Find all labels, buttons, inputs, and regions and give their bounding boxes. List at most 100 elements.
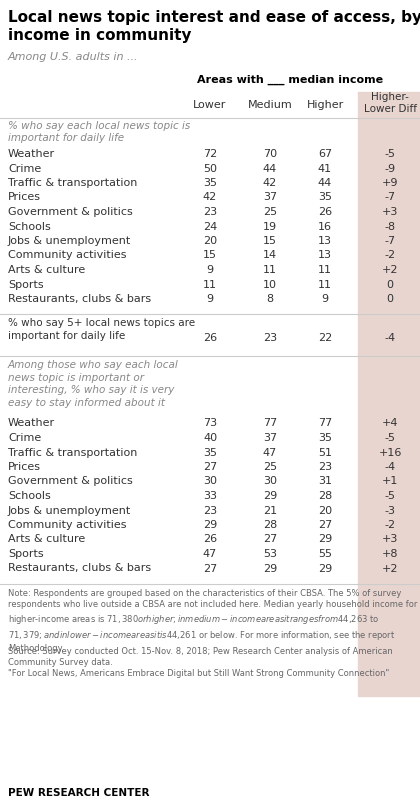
Text: 27: 27 — [318, 520, 332, 530]
Text: Community activities: Community activities — [8, 251, 126, 260]
Text: Higher-
Lower Diff: Higher- Lower Diff — [363, 92, 417, 114]
Text: 70: 70 — [263, 149, 277, 159]
Text: -9: -9 — [384, 164, 396, 173]
Text: 16: 16 — [318, 222, 332, 231]
Text: 23: 23 — [263, 333, 277, 343]
Text: 40: 40 — [203, 433, 217, 443]
Text: 51: 51 — [318, 447, 332, 458]
Text: -2: -2 — [384, 520, 396, 530]
Text: Schools: Schools — [8, 222, 51, 231]
Text: 33: 33 — [203, 491, 217, 501]
Text: 44: 44 — [318, 178, 332, 188]
Text: 55: 55 — [318, 549, 332, 559]
Text: 29: 29 — [263, 491, 277, 501]
Text: 35: 35 — [318, 433, 332, 443]
Text: 77: 77 — [263, 418, 277, 429]
Text: Government & politics: Government & politics — [8, 207, 133, 217]
Text: -7: -7 — [384, 236, 396, 246]
Text: 22: 22 — [318, 333, 332, 343]
Text: 23: 23 — [203, 505, 217, 516]
Text: Local news topic interest and ease of access, by median
income in community: Local news topic interest and ease of ac… — [8, 10, 420, 43]
Text: 29: 29 — [318, 563, 332, 574]
Text: Schools: Schools — [8, 491, 51, 501]
Text: Source: Survey conducted Oct. 15-Nov. 8, 2018; Pew Research Center analysis of A: Source: Survey conducted Oct. 15-Nov. 8,… — [8, 647, 393, 667]
Text: 0: 0 — [386, 280, 394, 289]
Text: 27: 27 — [203, 563, 217, 574]
Text: Higher: Higher — [306, 100, 344, 110]
Text: Jobs & unemployment: Jobs & unemployment — [8, 505, 131, 516]
Text: 77: 77 — [318, 418, 332, 429]
Text: 37: 37 — [263, 193, 277, 202]
Text: 13: 13 — [318, 251, 332, 260]
Text: 14: 14 — [263, 251, 277, 260]
Text: 11: 11 — [263, 265, 277, 275]
Text: 25: 25 — [263, 462, 277, 472]
Text: PEW RESEARCH CENTER: PEW RESEARCH CENTER — [8, 788, 150, 798]
Text: 72: 72 — [203, 149, 217, 159]
Text: Jobs & unemployment: Jobs & unemployment — [8, 236, 131, 246]
Text: Crime: Crime — [8, 433, 41, 443]
Text: Restaurants, clubs & bars: Restaurants, clubs & bars — [8, 294, 151, 304]
Text: 26: 26 — [318, 207, 332, 217]
Text: Restaurants, clubs & bars: Restaurants, clubs & bars — [8, 563, 151, 574]
Text: Prices: Prices — [8, 193, 41, 202]
Text: 19: 19 — [263, 222, 277, 231]
Text: +16: +16 — [378, 447, 402, 458]
Text: 42: 42 — [203, 193, 217, 202]
Text: 31: 31 — [318, 476, 332, 487]
Text: % who say 5+ local news topics are
important for daily life: % who say 5+ local news topics are impor… — [8, 318, 195, 341]
Text: 47: 47 — [203, 549, 217, 559]
Text: 35: 35 — [203, 447, 217, 458]
Text: Crime: Crime — [8, 164, 41, 173]
Text: 8: 8 — [266, 294, 273, 304]
Text: +2: +2 — [382, 265, 398, 275]
Text: 21: 21 — [263, 505, 277, 516]
Text: +9: +9 — [382, 178, 398, 188]
Text: Weather: Weather — [8, 418, 55, 429]
Text: -4: -4 — [384, 462, 396, 472]
Text: -3: -3 — [384, 505, 396, 516]
Text: +2: +2 — [382, 563, 398, 574]
Text: -7: -7 — [384, 193, 396, 202]
Text: 13: 13 — [318, 236, 332, 246]
Text: 24: 24 — [203, 222, 217, 231]
Text: Medium: Medium — [248, 100, 292, 110]
Text: 27: 27 — [263, 534, 277, 545]
Text: Traffic & transportation: Traffic & transportation — [8, 178, 137, 188]
Text: +3: +3 — [382, 534, 398, 545]
Text: 37: 37 — [263, 433, 277, 443]
Text: 23: 23 — [203, 207, 217, 217]
Text: 50: 50 — [203, 164, 217, 173]
Text: Arts & culture: Arts & culture — [8, 534, 85, 545]
Text: 23: 23 — [318, 462, 332, 472]
Text: 26: 26 — [203, 333, 217, 343]
Text: -4: -4 — [384, 333, 396, 343]
Text: 29: 29 — [263, 563, 277, 574]
Text: 53: 53 — [263, 549, 277, 559]
Text: Traffic & transportation: Traffic & transportation — [8, 447, 137, 458]
Text: Lower: Lower — [193, 100, 227, 110]
Text: 67: 67 — [318, 149, 332, 159]
Text: +1: +1 — [382, 476, 398, 487]
Text: 73: 73 — [203, 418, 217, 429]
Text: 9: 9 — [207, 294, 213, 304]
Text: -5: -5 — [384, 491, 396, 501]
Text: 0: 0 — [386, 294, 394, 304]
Text: -8: -8 — [384, 222, 396, 231]
Text: 29: 29 — [203, 520, 217, 530]
Text: 41: 41 — [318, 164, 332, 173]
Text: 9: 9 — [207, 265, 213, 275]
Text: 15: 15 — [203, 251, 217, 260]
Text: % who say each local news topic is
important for daily life: % who say each local news topic is impor… — [8, 121, 190, 143]
Text: Weather: Weather — [8, 149, 55, 159]
Text: 11: 11 — [318, 265, 332, 275]
Text: 15: 15 — [263, 236, 277, 246]
Text: 30: 30 — [263, 476, 277, 487]
Text: Areas with ___ median income: Areas with ___ median income — [197, 75, 383, 85]
Text: 20: 20 — [203, 236, 217, 246]
Text: 29: 29 — [318, 534, 332, 545]
Text: -5: -5 — [384, 149, 396, 159]
Text: Among those who say each local
news topic is important or
interesting, % who say: Among those who say each local news topi… — [8, 360, 179, 408]
Text: 10: 10 — [263, 280, 277, 289]
Text: 42: 42 — [263, 178, 277, 188]
